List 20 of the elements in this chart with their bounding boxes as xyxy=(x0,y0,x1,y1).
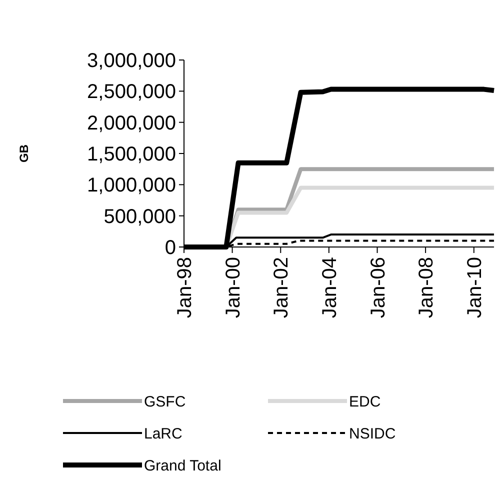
x-tick-label: Jan-10 xyxy=(464,257,486,318)
x-tick-label: Jan-00 xyxy=(222,257,244,318)
x-tick-label: Jan-02 xyxy=(270,257,293,318)
y-tick-label: 3,000,000 xyxy=(87,50,176,72)
x-tick-label: Jan-08 xyxy=(416,257,438,318)
y-axis-title: GB xyxy=(17,144,31,162)
y-tick-label: 1,000,000 xyxy=(87,174,176,197)
legend-label: Grand Total xyxy=(144,457,222,474)
x-tick-label: Jan-98 xyxy=(174,257,196,318)
y-tick-label: 500,000 xyxy=(104,206,176,228)
legend-label: EDC xyxy=(349,393,381,410)
y-tick-label: 2,000,000 xyxy=(87,112,176,134)
y-tick-label: 1,500,000 xyxy=(87,144,176,166)
legend-label: LaRC xyxy=(144,425,183,442)
y-tick-label: 0 xyxy=(164,237,176,259)
legend-label: NSIDC xyxy=(349,425,396,442)
x-tick-label: Jan-04 xyxy=(318,257,341,318)
y-tick-label: 2,500,000 xyxy=(87,81,176,104)
x-tick-label: Jan-06 xyxy=(367,257,390,318)
legend-label: GSFC xyxy=(144,393,186,410)
